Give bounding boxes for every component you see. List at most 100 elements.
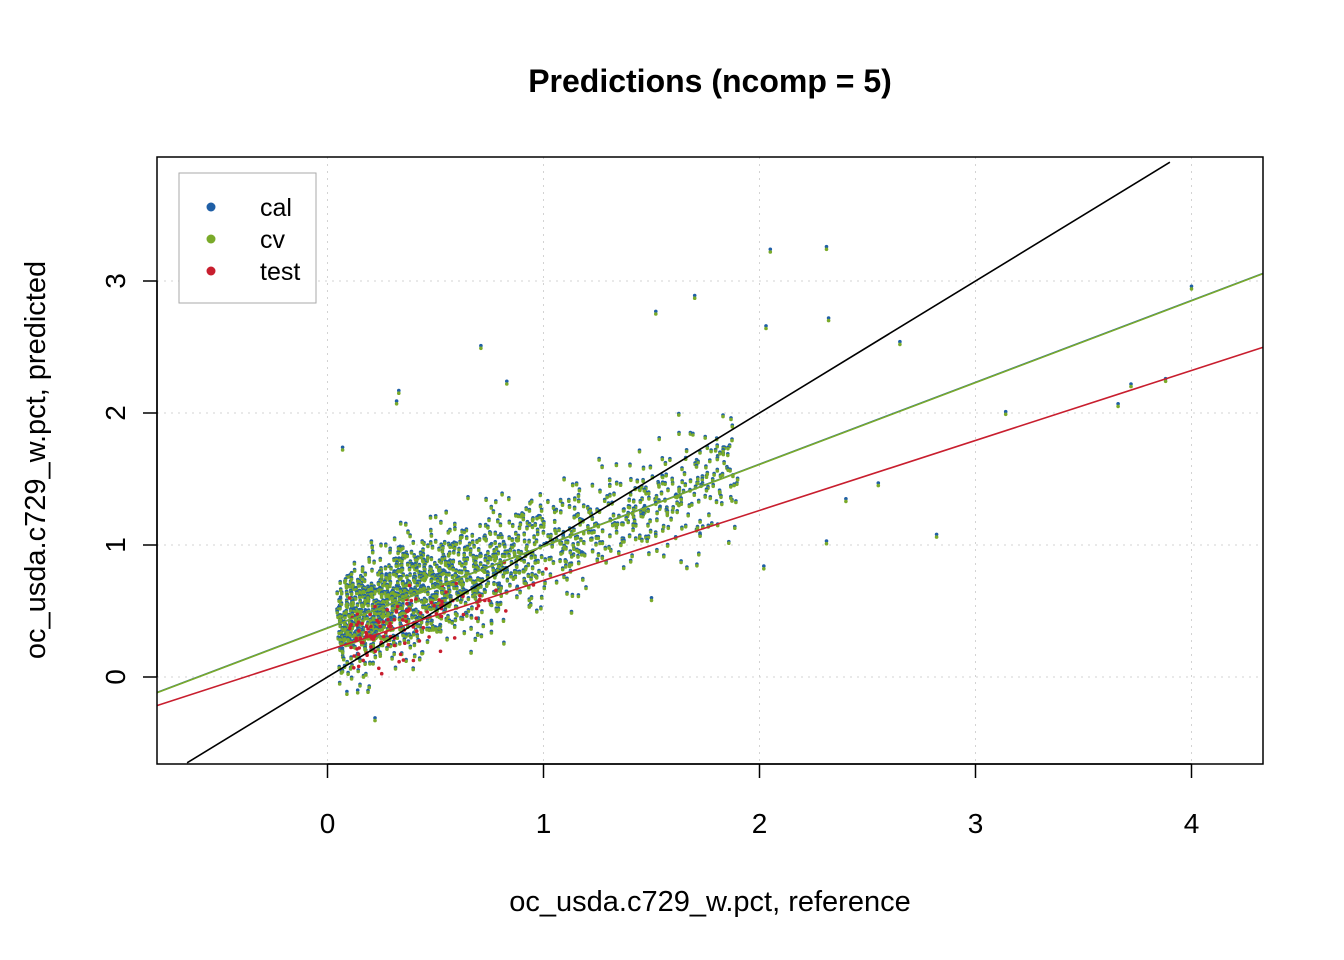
data-point <box>520 512 524 517</box>
data-point <box>570 483 575 488</box>
data-point <box>405 563 410 567</box>
data-point <box>1189 284 1194 289</box>
data-point <box>507 521 512 525</box>
data-point <box>600 529 605 534</box>
data-point <box>564 565 568 569</box>
data-point <box>376 647 380 652</box>
data-point <box>335 591 340 596</box>
data-point <box>726 468 730 473</box>
data-point <box>655 549 659 553</box>
data-point <box>346 672 350 676</box>
data-point <box>455 598 460 602</box>
data-point <box>498 523 503 528</box>
data-point <box>655 518 659 523</box>
data-point <box>543 558 547 563</box>
data-point <box>367 685 372 690</box>
data-point <box>697 553 701 557</box>
data-point <box>663 462 668 467</box>
data-point <box>419 620 424 625</box>
data-point <box>438 649 443 654</box>
data-point <box>708 459 712 464</box>
data-point <box>479 343 483 348</box>
data-point <box>340 670 345 674</box>
data-point <box>429 600 434 605</box>
data-point <box>552 510 557 515</box>
y-tick-label: 1 <box>100 537 131 553</box>
data-point <box>607 546 611 550</box>
data-point <box>562 575 566 580</box>
data-point <box>499 586 504 590</box>
data-point <box>648 530 653 534</box>
data-point <box>399 576 403 581</box>
data-point <box>614 482 619 486</box>
data-point <box>538 505 543 509</box>
data-point <box>348 623 353 628</box>
data-point <box>409 589 413 593</box>
data-point <box>429 579 434 583</box>
data-point <box>349 577 354 582</box>
data-point <box>378 624 382 628</box>
data-point <box>493 556 498 561</box>
data-point <box>532 542 537 547</box>
data-point <box>352 562 357 566</box>
data-point <box>486 561 490 565</box>
data-point <box>696 500 701 504</box>
data-point <box>679 497 683 502</box>
data-point <box>447 551 452 556</box>
data-point <box>421 625 426 630</box>
data-point <box>389 567 393 571</box>
data-point <box>476 619 480 624</box>
data-point <box>496 519 500 524</box>
data-point <box>533 523 538 528</box>
data-point <box>345 692 349 696</box>
data-point <box>434 594 438 598</box>
data-point <box>735 478 740 482</box>
data-point <box>358 684 362 688</box>
data-point <box>358 595 362 600</box>
data-point <box>665 513 670 518</box>
data-point <box>338 581 343 585</box>
data-point <box>392 652 397 657</box>
data-point <box>598 490 602 494</box>
data-point <box>494 500 498 505</box>
data-point <box>608 484 612 489</box>
data-point <box>700 478 705 482</box>
data-point <box>535 610 539 614</box>
data-point <box>677 487 682 491</box>
data-point <box>558 499 563 504</box>
data-point <box>844 497 848 501</box>
data-point <box>934 532 939 537</box>
data-point <box>640 539 644 543</box>
data-point <box>590 517 595 521</box>
data-point <box>479 554 483 558</box>
y-tick-label: 3 <box>100 273 131 289</box>
data-point <box>584 586 588 591</box>
data-point <box>527 585 531 590</box>
data-point <box>546 534 550 539</box>
data-point <box>522 532 526 537</box>
data-point <box>523 581 528 586</box>
data-point <box>611 514 616 518</box>
data-point <box>713 449 718 453</box>
data-point <box>411 541 416 546</box>
legend-marker <box>206 202 216 212</box>
data-point <box>388 573 392 577</box>
data-point <box>453 573 458 578</box>
data-point <box>474 616 479 620</box>
data-point <box>469 651 473 655</box>
data-point <box>388 551 392 555</box>
data-point <box>443 598 447 603</box>
data-point <box>576 513 580 518</box>
data-point <box>654 534 658 539</box>
data-point <box>703 436 707 440</box>
data-point <box>692 293 697 298</box>
data-point <box>343 578 348 583</box>
data-point <box>448 529 452 533</box>
data-point <box>712 473 716 477</box>
data-point <box>461 582 466 587</box>
data-point <box>567 499 571 504</box>
data-point <box>404 619 409 624</box>
data-point <box>533 561 537 565</box>
data-point <box>493 541 498 546</box>
data-point <box>377 620 381 625</box>
